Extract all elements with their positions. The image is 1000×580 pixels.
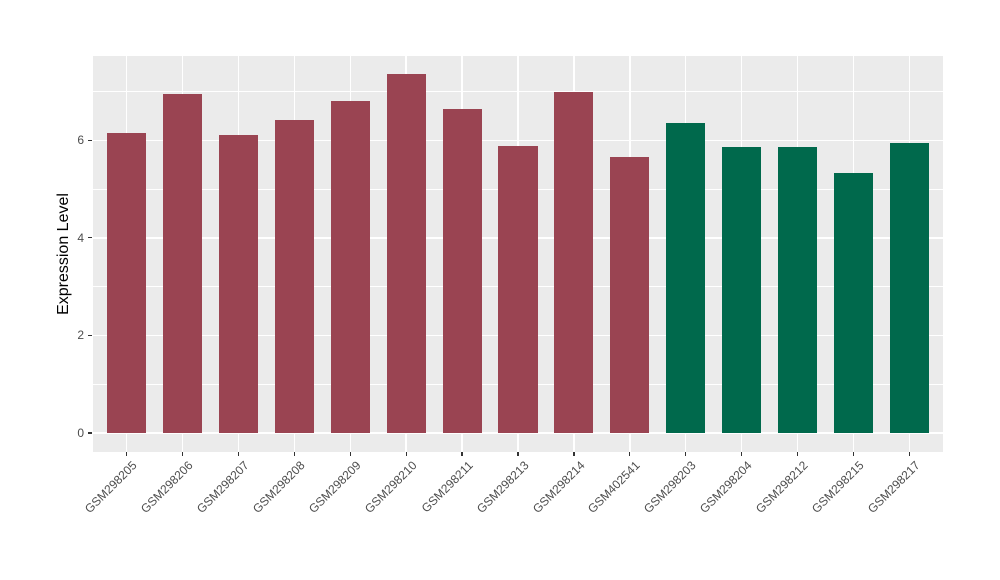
x-tick-label: GSM298205: [82, 458, 140, 516]
x-tick-label: GSM298208: [249, 458, 308, 516]
x-tick-label: GSM298203: [641, 458, 699, 516]
x-tick-mark: [517, 452, 519, 456]
x-tick-mark: [405, 452, 407, 456]
x-tick-label: GSM298215: [809, 458, 867, 516]
x-tick-label: GSM298209: [305, 458, 364, 516]
x-tick-mark: [181, 452, 184, 456]
x-tick-mark: [237, 452, 239, 456]
y-tick-mark: [88, 334, 92, 337]
x-tick-label: GSM298206: [138, 458, 196, 516]
bar-GSM298215: [833, 172, 874, 433]
bar-GSM298205: [106, 132, 147, 433]
bar-GSM298213: [498, 145, 538, 433]
y-tick-label: 0: [77, 425, 84, 440]
y-tick-label: 6: [77, 133, 84, 148]
y-tick-mark: [88, 237, 92, 239]
x-tick-label: GSM298217: [865, 458, 923, 516]
x-tick-mark: [852, 452, 855, 456]
x-tick-mark: [685, 452, 687, 456]
bar-GSM298212: [778, 146, 818, 433]
y-tick-label: 4: [77, 230, 84, 245]
x-tick-mark: [293, 452, 295, 456]
y-tick-mark: [88, 139, 92, 141]
bar-GSM298210: [386, 74, 426, 433]
x-tick-mark: [629, 452, 631, 456]
plot-panel: [93, 56, 943, 452]
x-tick-label: GSM298214: [529, 458, 588, 516]
x-tick-mark: [573, 452, 575, 456]
y-axis-title: Expression Level: [55, 193, 72, 315]
x-tick-label: GSM298211: [418, 458, 476, 516]
bar-GSM402541: [610, 156, 650, 433]
y-axis-title-wrap: Expression Level: [54, 56, 74, 452]
x-tick-mark: [908, 452, 911, 456]
x-tick-mark: [125, 452, 128, 456]
y-tick-mark: [88, 432, 92, 434]
x-tick-label: GSM402541: [585, 458, 644, 516]
bar-GSM298217: [889, 143, 930, 433]
x-tick-mark: [349, 452, 351, 456]
x-tick-label: GSM298204: [697, 458, 755, 516]
bar-GSM298203: [666, 123, 706, 433]
x-tick-mark: [741, 452, 743, 456]
bar-GSM298207: [218, 134, 258, 433]
x-tick-label: GSM298207: [194, 458, 252, 516]
x-tick-label: GSM298213: [473, 458, 532, 516]
bar-GSM298206: [162, 93, 203, 433]
x-tick-label: GSM298212: [753, 458, 811, 516]
bar-GSM298214: [554, 91, 594, 433]
x-tick-label: GSM298210: [361, 458, 420, 516]
bar-GSM298208: [274, 119, 314, 433]
bar-GSM298209: [330, 100, 370, 433]
bar-GSM298211: [442, 108, 482, 433]
x-tick-mark: [461, 452, 463, 456]
x-tick-mark: [797, 452, 799, 456]
bar-GSM298204: [722, 146, 762, 433]
y-tick-label: 2: [77, 328, 84, 343]
